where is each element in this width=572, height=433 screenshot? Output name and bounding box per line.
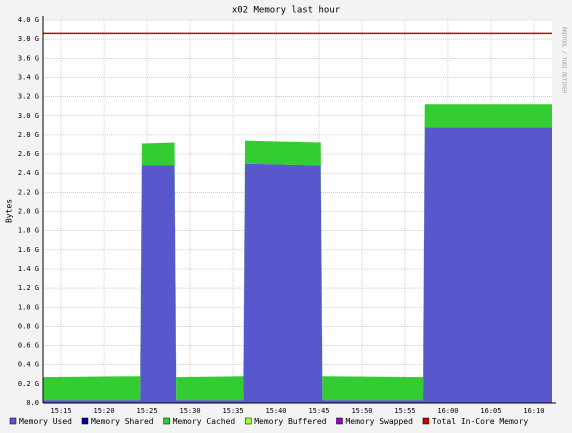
y-tick-label: 1.6 G (18, 246, 39, 254)
legend-swatch (9, 417, 17, 425)
y-tick-label: 3.4 G (18, 73, 39, 81)
legend-label: Memory Buffered (254, 417, 326, 426)
side-text: RRDTOOL / TOBI OETIKER (561, 27, 567, 94)
y-tick-label: 2.0 G (18, 208, 39, 216)
y-tick-label: 0.2 G (18, 380, 39, 388)
y-tick-label: 2.8 G (18, 131, 39, 139)
x-tick-label: 16:05 (480, 407, 501, 415)
legend-label: Memory Used (19, 417, 72, 426)
y-tick-label: 3.8 G (18, 35, 39, 43)
legend-swatch (422, 417, 430, 425)
legend-swatch (81, 417, 89, 425)
y-tick-label: 3.0 G (18, 112, 39, 120)
x-tick-label: 15:35 (222, 407, 243, 415)
y-tick-label: 2.6 G (18, 150, 39, 158)
y-tick-label: 3.6 G (18, 54, 39, 62)
x-tick-label: 15:50 (351, 407, 372, 415)
y-tick-label: 0.0 (26, 399, 39, 407)
x-tick-label: 15:30 (179, 407, 200, 415)
legend-label: Memory Shared (91, 417, 154, 426)
x-tick-label: 16:00 (437, 407, 458, 415)
x-tick-label: 15:20 (94, 407, 115, 415)
x-tick-label: 15:15 (51, 407, 72, 415)
x-tick-label: 15:40 (265, 407, 286, 415)
y-tick-label: 2.2 G (18, 188, 39, 196)
chart-title: x02 Memory last hour (232, 6, 341, 16)
y-tick-label: 4.0 G (18, 16, 39, 24)
x-tick-label: 15:25 (136, 407, 157, 415)
y-tick-label: 0.4 G (18, 361, 39, 369)
y-tick-label: 1.2 G (18, 284, 39, 292)
x-tick-label: 16:10 (523, 407, 544, 415)
y-tick-label: 2.4 G (18, 169, 39, 177)
y-tick-label: 1.0 G (18, 303, 39, 311)
y-tick-label: 3.2 G (18, 93, 39, 101)
y-axis-label: Bytes (5, 199, 14, 223)
x-tick-label: 15:55 (394, 407, 415, 415)
y-tick-label: 0.6 G (18, 342, 39, 350)
area (43, 127, 552, 404)
area (43, 104, 552, 401)
legend-swatch (163, 417, 170, 425)
legend-label: Memory Swapped (345, 417, 413, 426)
legend-label: Total In-Core Memory (432, 417, 529, 426)
y-tick-label: 0.8 G (18, 322, 39, 330)
y-tick-label: 1.4 G (18, 265, 39, 273)
legend-label: Memory Cached (173, 417, 236, 426)
legend-swatch (244, 417, 252, 425)
x-tick-label: 15:45 (308, 407, 329, 415)
legend-swatch (336, 417, 343, 425)
y-tick-label: 1.8 G (18, 227, 39, 235)
